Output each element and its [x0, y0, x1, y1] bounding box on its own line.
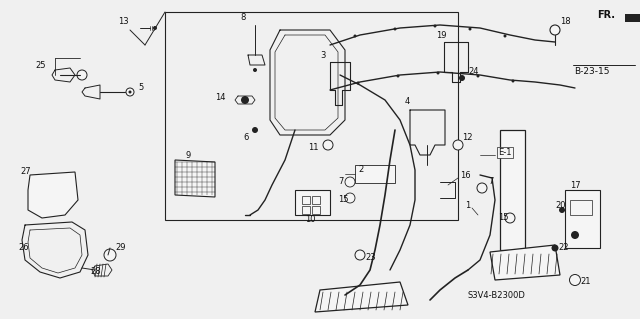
Ellipse shape	[453, 140, 463, 150]
Ellipse shape	[356, 251, 364, 259]
Ellipse shape	[129, 91, 131, 93]
Text: 2: 2	[358, 166, 364, 174]
Ellipse shape	[477, 183, 487, 193]
Text: 25: 25	[35, 61, 45, 70]
Ellipse shape	[570, 275, 580, 286]
Text: 12: 12	[462, 133, 472, 143]
Text: 26: 26	[18, 243, 29, 253]
Bar	[502, 132, 523, 248]
Bar	[165, 12, 458, 220]
Ellipse shape	[506, 214, 514, 222]
Text: 20: 20	[555, 201, 566, 210]
Bar	[302, 196, 310, 204]
Ellipse shape	[106, 251, 114, 259]
Ellipse shape	[355, 250, 365, 260]
Ellipse shape	[346, 194, 354, 202]
Text: 16: 16	[460, 170, 470, 180]
Text: 8: 8	[240, 13, 245, 23]
Text: 3: 3	[320, 50, 325, 60]
Polygon shape	[565, 190, 600, 248]
Ellipse shape	[324, 141, 332, 149]
Text: 27: 27	[20, 167, 31, 176]
Bar	[312, 196, 320, 204]
Ellipse shape	[477, 75, 479, 78]
Ellipse shape	[345, 177, 355, 187]
Ellipse shape	[77, 70, 87, 80]
Text: 9: 9	[185, 151, 190, 160]
Polygon shape	[490, 245, 560, 280]
Ellipse shape	[550, 25, 560, 35]
Text: 22: 22	[558, 243, 568, 253]
Text: 14: 14	[215, 93, 225, 102]
Polygon shape	[175, 160, 215, 197]
Ellipse shape	[104, 249, 116, 261]
Ellipse shape	[353, 34, 356, 38]
Ellipse shape	[571, 231, 579, 239]
Ellipse shape	[436, 71, 440, 75]
Ellipse shape	[241, 96, 249, 104]
Ellipse shape	[459, 75, 465, 81]
Ellipse shape	[356, 81, 360, 85]
Ellipse shape	[323, 140, 333, 150]
Text: S3V4-B2300D: S3V4-B2300D	[468, 291, 526, 300]
Text: 7: 7	[488, 177, 493, 187]
Text: 18: 18	[560, 18, 571, 26]
Text: 4: 4	[405, 98, 410, 107]
Bar	[570, 200, 592, 215]
Text: B-23-15: B-23-15	[574, 68, 609, 77]
Ellipse shape	[153, 26, 157, 30]
Ellipse shape	[571, 276, 579, 284]
Text: 15: 15	[498, 213, 509, 222]
Ellipse shape	[433, 25, 436, 27]
Polygon shape	[315, 282, 408, 312]
Text: 5: 5	[138, 84, 143, 93]
Ellipse shape	[397, 75, 399, 78]
Text: 7: 7	[338, 177, 344, 187]
Polygon shape	[295, 190, 330, 215]
Ellipse shape	[454, 141, 462, 149]
Text: 29: 29	[115, 243, 125, 253]
Text: 28: 28	[90, 268, 100, 277]
Text: E-1: E-1	[498, 148, 511, 157]
Polygon shape	[500, 130, 525, 250]
Text: 10: 10	[305, 216, 316, 225]
Text: 1: 1	[465, 201, 470, 210]
Text: 23: 23	[365, 254, 376, 263]
Bar	[302, 206, 310, 214]
Bar	[312, 206, 320, 214]
Text: 19: 19	[436, 31, 447, 40]
Ellipse shape	[479, 184, 486, 191]
Ellipse shape	[552, 244, 559, 251]
Ellipse shape	[252, 127, 258, 133]
Text: FR.: FR.	[597, 10, 615, 20]
Ellipse shape	[345, 193, 355, 203]
Polygon shape	[28, 172, 78, 218]
Text: 13: 13	[118, 18, 129, 26]
Ellipse shape	[126, 88, 134, 96]
Ellipse shape	[347, 179, 353, 185]
Ellipse shape	[253, 68, 257, 72]
Text: 11: 11	[308, 144, 319, 152]
Ellipse shape	[559, 207, 565, 213]
Bar	[355, 165, 395, 183]
Ellipse shape	[504, 34, 506, 38]
Ellipse shape	[511, 79, 515, 83]
FancyArrow shape	[625, 12, 640, 24]
Text: 6: 6	[243, 133, 248, 143]
Text: 15: 15	[338, 196, 349, 204]
Ellipse shape	[468, 27, 472, 31]
Ellipse shape	[505, 213, 515, 223]
Text: 21: 21	[580, 278, 591, 286]
Ellipse shape	[394, 27, 397, 31]
Text: 24: 24	[468, 68, 479, 77]
Text: 17: 17	[570, 181, 580, 189]
